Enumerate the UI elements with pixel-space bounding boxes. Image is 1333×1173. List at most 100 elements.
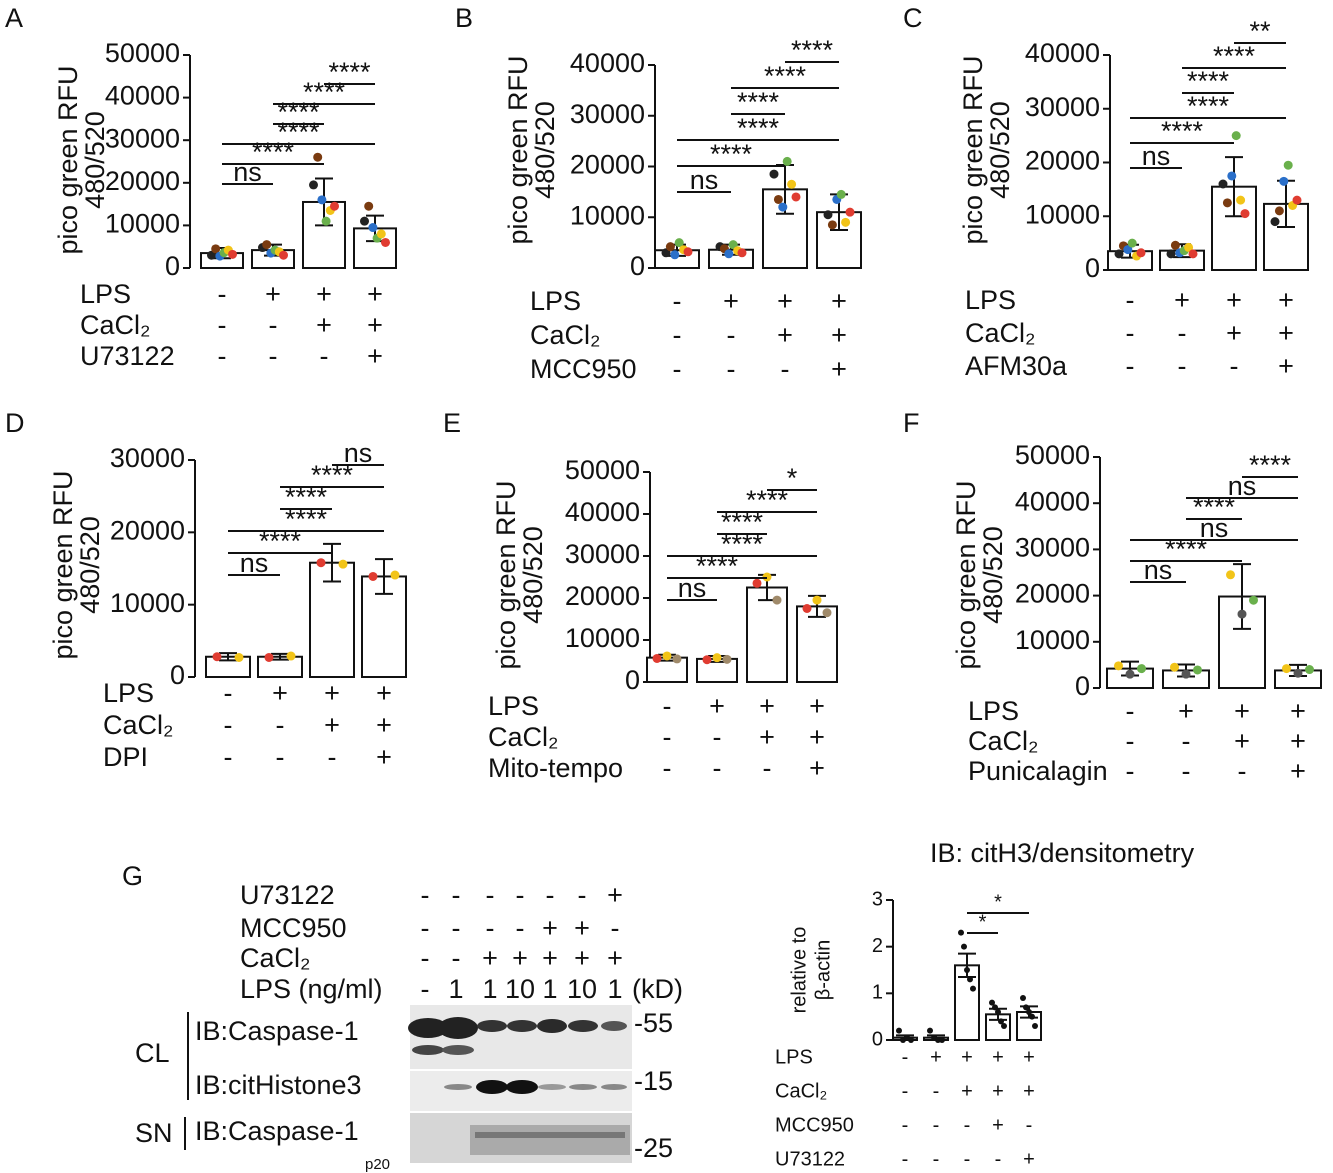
data-point [1170, 240, 1180, 250]
condition-mark: - [673, 320, 682, 350]
data-point [279, 250, 288, 260]
data-point [724, 249, 734, 259]
condition-mark: - [673, 354, 682, 384]
y-tick-label: 0 [1085, 253, 1100, 283]
significance-label: **** [737, 87, 780, 117]
y-tick-label: 50000 [1015, 440, 1090, 470]
condition-mark: - [1026, 1114, 1033, 1136]
condition-mark: + [316, 279, 332, 309]
data-point [791, 192, 801, 202]
y-tick-label: 10000 [1025, 199, 1100, 229]
data-point [1226, 570, 1235, 580]
data-point [321, 216, 331, 226]
condition-mark: + [809, 753, 825, 783]
condition-mark: + [1278, 285, 1294, 315]
condition-label: CaCl₂ [530, 320, 601, 350]
data-point [782, 156, 792, 166]
significance-label: * [979, 911, 987, 933]
condition-mark: + [992, 1114, 1004, 1136]
condition-mark: - [995, 1148, 1002, 1170]
condition-mark: - [421, 943, 430, 973]
condition-label: CaCl₂ [775, 1080, 827, 1102]
condition-mark: + [777, 286, 793, 316]
data-point [364, 201, 374, 211]
data-point [286, 651, 296, 661]
condition-mark: - [1182, 726, 1191, 756]
y-tick-label: 0 [1075, 671, 1090, 701]
condition-mark: - [964, 1114, 971, 1136]
condition-mark: + [482, 943, 498, 973]
condition-mark: + [1278, 318, 1294, 348]
sub-label: p20 [365, 1156, 390, 1173]
panel-label: A [5, 3, 23, 33]
condition-label: CaCl₂ [965, 318, 1036, 348]
data-point [1282, 664, 1291, 674]
condition-label: CaCl₂ [968, 726, 1039, 756]
data-point [908, 1037, 914, 1043]
data-point [845, 207, 855, 217]
data-point [1292, 195, 1302, 205]
data-point [662, 651, 672, 661]
data-point [1270, 217, 1280, 227]
condition-mark: - [224, 742, 233, 772]
condition-mark: + [272, 678, 288, 708]
condition-mark: + [367, 341, 383, 371]
significance-label: **** [303, 77, 346, 107]
bar [796, 605, 838, 684]
data-point [1237, 609, 1247, 619]
condition-mark: - [713, 722, 722, 752]
condition-label: LPS (ng/ml) [240, 974, 383, 1004]
y-tick-label: 20000 [110, 515, 185, 545]
condition-label: CaCl₂ [80, 310, 151, 340]
condition-label: LPS [965, 285, 1016, 315]
data-point [958, 929, 964, 936]
y-tick-label: 30000 [105, 123, 180, 153]
condition-mark: + [542, 943, 558, 973]
y-axis-label: 480/520 [978, 526, 1008, 624]
significance-label: **** [1249, 450, 1292, 480]
data-point [330, 201, 339, 211]
significance-label: ns [344, 438, 373, 468]
data-point [1218, 179, 1228, 189]
data-point [1193, 665, 1202, 675]
y-tick-label: 20000 [570, 150, 645, 180]
significance-label: **** [764, 61, 807, 91]
data-point [752, 578, 762, 588]
y-axis-label: 480/520 [75, 516, 105, 614]
condition-mark: + [1290, 696, 1306, 726]
data-point [309, 180, 318, 190]
condition-mark: + [367, 310, 383, 340]
blot-images [184, 1005, 632, 1163]
condition-mark: + [961, 1080, 973, 1102]
data-point [665, 242, 675, 252]
data-point [234, 652, 244, 662]
condition-mark: - [713, 753, 722, 783]
y-tick-label: 10000 [105, 209, 180, 239]
significance-label: **** [1187, 66, 1230, 96]
data-point [1026, 1009, 1032, 1015]
data-point [812, 595, 822, 605]
significance-label: **** [710, 139, 753, 169]
condition-label: LPS [530, 286, 581, 316]
condition-mark: - [902, 1046, 909, 1068]
data-point [1029, 1013, 1035, 1020]
condition-mark: + [992, 1046, 1004, 1068]
y-axis-label: pico green RFU [48, 470, 78, 659]
condition-mark: + [759, 691, 775, 721]
condition-mark: - [1126, 756, 1135, 786]
unit-label: (kD) [632, 974, 683, 1004]
significance-label: ns [690, 165, 719, 195]
condition-mark: - [452, 880, 461, 910]
condition-mark: - [452, 943, 461, 973]
condition-mark: 1 [542, 974, 557, 1004]
data-point [927, 1027, 933, 1034]
marker-label: -55 [634, 1008, 673, 1038]
condition-mark: + [709, 691, 725, 721]
condition-label: MCC950 [530, 354, 637, 384]
data-point [841, 217, 851, 227]
condition-mark: - [673, 286, 682, 316]
data-point [360, 216, 369, 226]
significance-label: **** [277, 97, 320, 127]
blot-label: IB:Caspase-1 [195, 1116, 359, 1146]
condition-mark: - [224, 710, 233, 740]
